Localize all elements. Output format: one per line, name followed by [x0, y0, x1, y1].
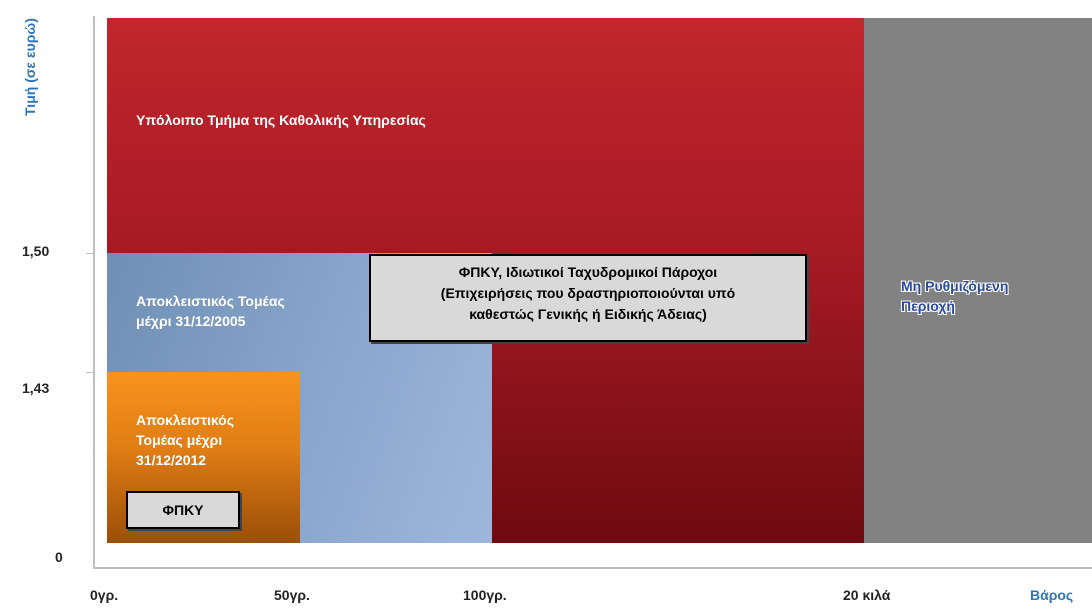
y-tick-label-150: 1,50 — [22, 243, 50, 259]
y-tick-label-143: 1,43 — [22, 380, 50, 396]
x-tick-label-100: 100γρ. — [463, 587, 507, 603]
fpky-callout-box: ΦΠΚΥ — [126, 491, 240, 529]
y-axis-line — [93, 16, 95, 569]
blue-region-label-line1: Αποκλειστικός Τομέας — [136, 293, 285, 309]
x-axis-label: Βάρος — [1030, 587, 1074, 603]
grey-region-label-line1: Μη Ρυθμιζόμενη — [901, 278, 1009, 294]
providers-callout-box: ΦΠΚΥ, Ιδιωτικοί Ταχυδρομικοί Πάροχοι (Επ… — [369, 254, 807, 342]
blue-region-label: Αποκλειστικός Τομέας μέχρι 31/12/2005 — [136, 291, 285, 331]
providers-callout-line3: καθεστώς Γενικής ή Ειδικής Άδειας) — [469, 306, 707, 322]
x-tick-label-20kg: 20 κιλά — [843, 587, 891, 603]
x-axis-line — [93, 567, 1092, 569]
red-region-label: Υπόλοιπο Τμήμα της Καθολικής Υπηρεσίας — [136, 112, 426, 128]
orange-region-label-line1: Αποκλειστικός — [136, 412, 235, 428]
providers-callout-line1: ΦΠΚΥ, Ιδιωτικοί Ταχυδρομικοί Πάροχοι — [458, 264, 718, 280]
region-non-regulated — [864, 18, 1092, 543]
y-tick-mark-150 — [86, 253, 94, 254]
y-tick-label-0: 0 — [55, 549, 63, 565]
providers-callout-line2: (Επιχειρήσεις που δραστηριοποιούνται υπό — [440, 285, 736, 301]
grey-region-label: Μη Ρυθμιζόμενη Περιοχή — [901, 276, 1008, 316]
y-tick-mark-143 — [86, 372, 94, 373]
orange-region-label-line2: Τομέας μέχρι — [136, 432, 223, 448]
blue-region-label-line2: μέχρι 31/12/2005 — [136, 313, 246, 329]
orange-region-label: Αποκλειστικός Τομέας μέχρι 31/12/2012 — [136, 410, 234, 470]
grey-region-label-line2: Περιοχή — [901, 298, 955, 314]
x-tick-label-50: 50γρ. — [274, 587, 310, 603]
x-tick-label-0: 0γρ. — [90, 587, 119, 603]
orange-region-label-line3: 31/12/2012 — [136, 452, 207, 468]
y-axis-label: Τιμή (σε ευρώ) — [22, 18, 38, 116]
